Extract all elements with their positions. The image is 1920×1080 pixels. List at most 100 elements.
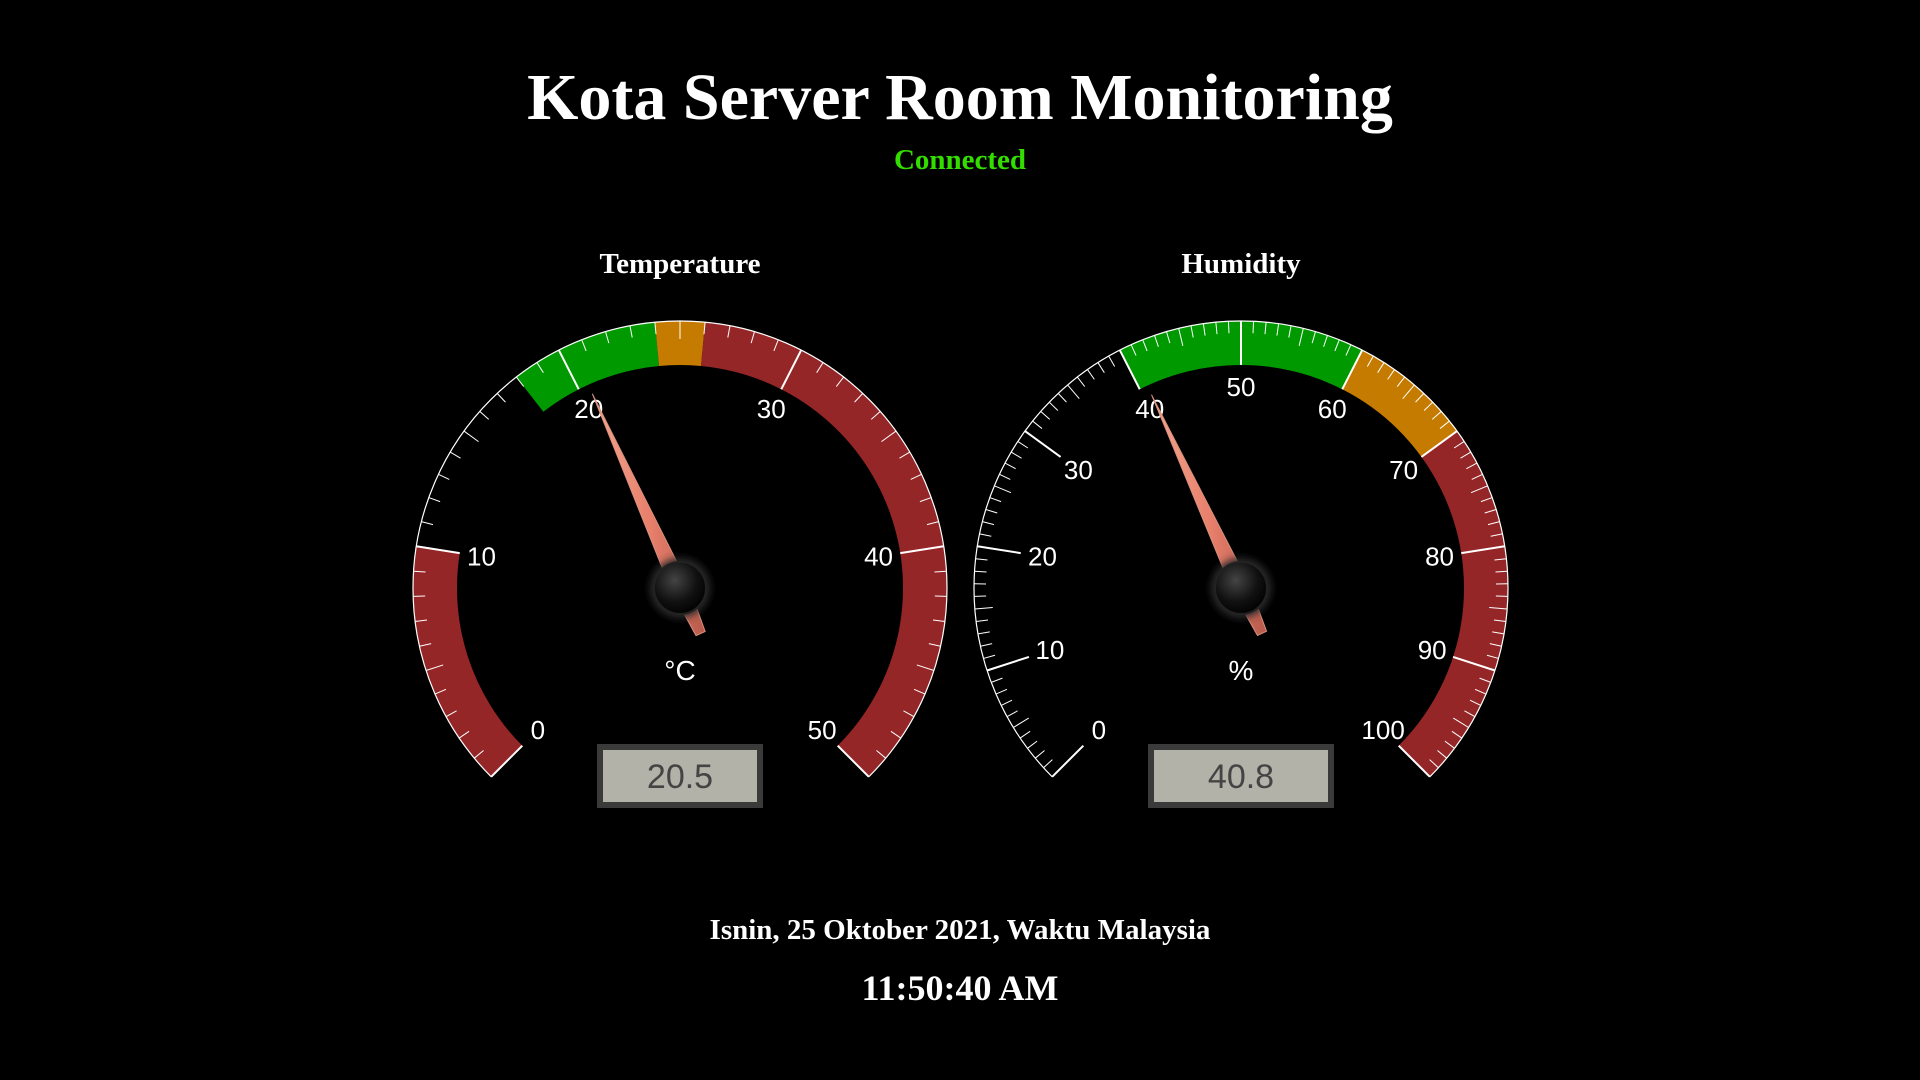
humidity-major-tick <box>977 545 1021 555</box>
temperature-minor-tick <box>581 339 587 352</box>
temperature-minor-tick <box>434 688 447 695</box>
temperature-minor-tick <box>428 497 441 503</box>
humidity-minor-tick <box>1298 328 1304 346</box>
temperature-major-tick <box>557 349 580 390</box>
temperature-zone-2 <box>654 321 706 366</box>
humidity-minor-tick <box>1013 717 1029 728</box>
temperature-minor-tick <box>515 376 525 387</box>
temperature-minor-tick <box>449 451 461 459</box>
humidity-minor-tick <box>1492 631 1505 635</box>
temperature-minor-tick <box>816 362 824 373</box>
temperature-minor-tick <box>881 430 897 443</box>
humidity-tick-label: 0 <box>1092 715 1106 745</box>
humidity-minor-tick <box>1415 393 1425 403</box>
humidity-minor-tick <box>989 497 1002 503</box>
temperature-minor-tick <box>854 393 864 403</box>
temperature-minor-tick <box>903 710 915 718</box>
humidity-minor-tick <box>1453 717 1469 728</box>
temperature-minor-tick <box>890 730 902 739</box>
humidity-minor-tick <box>1004 462 1016 470</box>
humidity-minor-tick <box>982 521 995 526</box>
temperature-minor-tick <box>629 325 633 338</box>
humidity-major-tick <box>1118 349 1141 390</box>
date-display: Isnin, 25 Oktober 2021, Waktu Malaysia <box>709 914 1211 946</box>
humidity-minor-tick <box>1474 688 1487 695</box>
humidity-minor-tick <box>1032 420 1043 429</box>
temperature-minor-tick <box>876 750 887 759</box>
humidity-minor-tick <box>1027 740 1038 749</box>
humidity-major-tick <box>1452 655 1496 672</box>
humidity-minor-tick <box>1377 362 1385 373</box>
humidity-tick-label: 90 <box>1418 635 1447 665</box>
humidity-minor-tick <box>1489 643 1502 647</box>
temperature-minor-tick <box>870 411 881 420</box>
humidity-minor-tick <box>1429 759 1439 769</box>
humidity-minor-tick <box>1451 730 1463 739</box>
temperature-minor-tick <box>703 322 706 335</box>
humidity-minor-tick <box>1464 710 1476 718</box>
humidity-minor-tick <box>1470 485 1488 494</box>
temperature-minor-tick <box>750 331 755 344</box>
temperature-major-tick <box>836 744 870 778</box>
humidity-major-tick <box>986 655 1030 672</box>
humidity-minor-tick <box>1076 376 1086 387</box>
humidity-value-display: 40.8 <box>1148 744 1334 808</box>
humidity-minor-tick <box>1437 750 1448 759</box>
temperature-minor-tick <box>773 339 779 352</box>
humidity-minor-tick <box>974 607 993 610</box>
temperature-major-tick <box>490 744 524 778</box>
humidity-needle-hub <box>1211 558 1271 618</box>
humidity-minor-tick <box>1469 699 1481 706</box>
humidity-tick-label: 50 <box>1227 372 1256 402</box>
temperature-zone-1 <box>516 322 660 412</box>
temperature-tick-label: 30 <box>757 394 786 424</box>
humidity-minor-tick <box>991 677 1003 683</box>
humidity-minor-tick <box>1431 411 1442 420</box>
humidity-tick-label: 20 <box>1028 542 1057 572</box>
humidity-minor-tick <box>1264 322 1267 335</box>
humidity-tick-label: 10 <box>1035 635 1064 665</box>
humidity-minor-tick <box>1034 750 1045 759</box>
humidity-minor-tick <box>1043 759 1053 769</box>
humidity-minor-tick <box>1460 451 1472 459</box>
humidity-minor-tick <box>1142 339 1148 352</box>
temperature-tick-label: 10 <box>467 542 496 572</box>
humidity-minor-tick <box>1227 321 1230 334</box>
humidity-gauge-label: Humidity <box>1181 248 1301 280</box>
humidity-minor-tick <box>1334 339 1340 352</box>
temperature-tick-label: 40 <box>864 542 893 572</box>
humidity-major-tick <box>1397 744 1431 778</box>
humidity-minor-tick <box>1288 325 1292 338</box>
temperature-gauge-zones <box>412 321 947 777</box>
humidity-major-tick <box>1024 430 1062 458</box>
humidity-minor-tick <box>1444 740 1455 749</box>
humidity-gauge-tick-labels: 0 10 20 30 40 50 60 70 80 90 100 <box>1028 372 1454 745</box>
humidity-minor-tick <box>1040 411 1051 420</box>
temperature-minor-tick <box>926 521 939 526</box>
humidity-minor-tick <box>1484 509 1497 514</box>
temperature-minor-tick <box>496 393 506 403</box>
temperature-zone-3 <box>700 322 947 777</box>
humidity-minor-tick <box>1178 328 1184 346</box>
temperature-minor-tick <box>605 331 610 344</box>
humidity-minor-tick <box>1202 323 1206 336</box>
humidity-minor-tick <box>976 619 989 622</box>
humidity-major-tick <box>1051 744 1085 778</box>
humidity-minor-tick <box>1466 462 1478 470</box>
humidity-minor-tick <box>1097 362 1105 373</box>
temperature-minor-tick <box>438 473 450 480</box>
humidity-minor-tick <box>1087 369 1095 380</box>
humidity-tick-label: 60 <box>1318 394 1347 424</box>
humidity-minor-tick <box>985 509 998 514</box>
temperature-minor-tick <box>445 710 457 718</box>
humidity-minor-tick <box>1479 677 1491 683</box>
temperature-minor-tick <box>473 750 484 759</box>
connection-status: Connected <box>893 144 1027 176</box>
humidity-minor-tick <box>1453 440 1465 449</box>
temperature-minor-tick <box>413 570 426 573</box>
humidity-minor-tick <box>1048 401 1059 411</box>
temperature-minor-tick <box>425 664 444 671</box>
